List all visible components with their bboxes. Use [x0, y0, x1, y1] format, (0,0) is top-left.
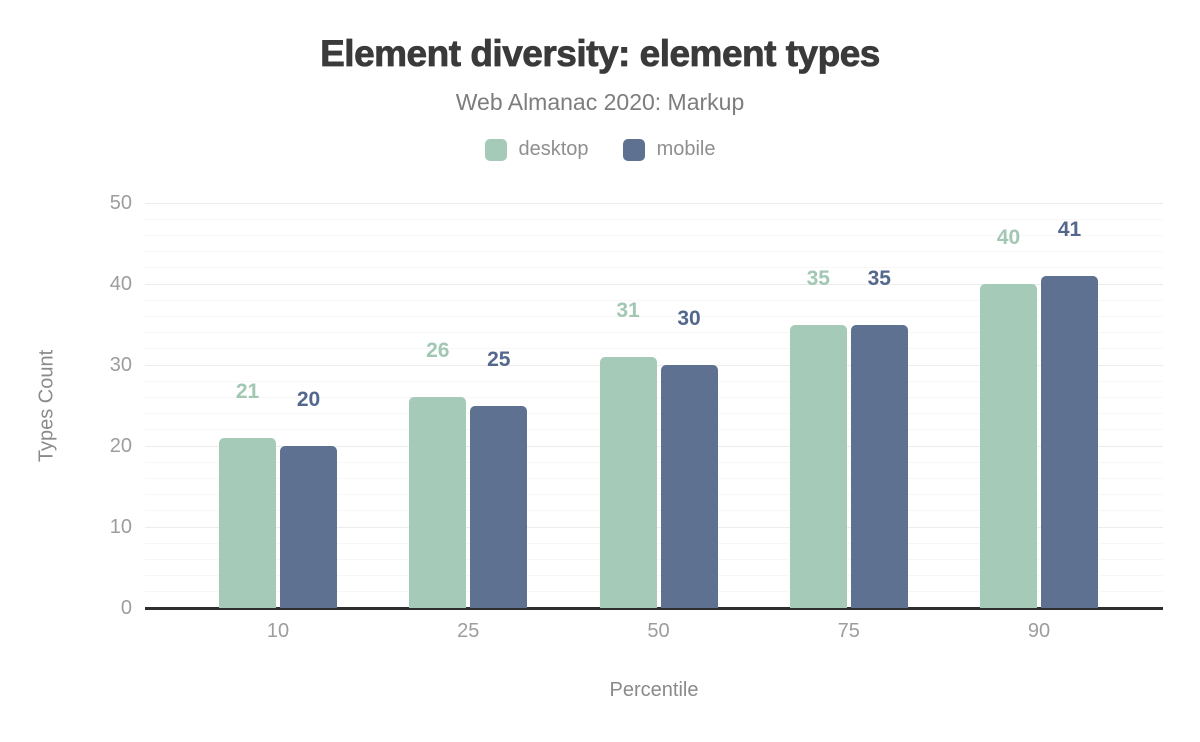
- bar-desktop-p10: [219, 437, 276, 608]
- gridline-minor: [145, 218, 1163, 220]
- chart-title: Element diversity: element types: [320, 33, 881, 75]
- legend-label-mobile: mobile: [656, 138, 716, 160]
- gridline-minor: [145, 267, 1163, 269]
- bar-mobile-p10: [280, 446, 337, 608]
- x-axis-line: [145, 607, 1163, 610]
- x-tick-label-25: 25: [457, 620, 480, 642]
- bar-value-label-desktop-p10: 21: [235, 379, 260, 403]
- x-tick-label-10: 10: [266, 620, 290, 642]
- y-tick-label: 30: [109, 354, 132, 376]
- bar-desktop-p50: [599, 356, 657, 608]
- bar-value-label-mobile-p10: 20: [296, 388, 321, 411]
- bar-value-label-desktop-p25: 26: [426, 339, 450, 363]
- x-tick-label-50: 50: [647, 620, 670, 642]
- bar-mobile-p50: [660, 365, 718, 608]
- bar-value-label-desktop-p90: 40: [996, 226, 1021, 249]
- bar-mobile-p75: [850, 324, 908, 608]
- bar-value-label-mobile-p25: 25: [487, 347, 511, 371]
- legend-item-mobile: mobile: [622, 138, 716, 161]
- x-tick-label-90: 90: [1027, 620, 1051, 642]
- x-tick-label-75: 75: [837, 620, 860, 642]
- bar-value-label-mobile-p75: 35: [867, 266, 891, 290]
- y-tick-label: 20: [109, 435, 132, 457]
- gridline-major: [145, 202, 1163, 204]
- legend-item-desktop: desktop: [484, 138, 589, 161]
- bar-value-label-desktop-p50: 31: [616, 298, 640, 322]
- y-axis-tick-labels: 0 10 20 30 40 50: [0, 192, 132, 619]
- bar-mobile-p25: [470, 405, 528, 608]
- x-axis-title: Percentile: [609, 679, 699, 701]
- desktop-swatch-icon: [484, 138, 507, 161]
- gridline-minor: [145, 299, 1163, 301]
- bar-mobile-p90: [1041, 275, 1098, 608]
- y-tick-label: 10: [109, 516, 132, 538]
- bar-value-label-desktop-p75: 35: [806, 266, 830, 290]
- bar-value-label-mobile-p50: 30: [677, 307, 701, 330]
- plot-area: 21 20 26 25 31 30 35 35 40 41: [145, 202, 1163, 610]
- bar-desktop-p75: [789, 324, 847, 608]
- gridline-minor: [145, 332, 1163, 334]
- gridline-minor: [145, 315, 1163, 317]
- bar-desktop-p25: [409, 397, 467, 608]
- bar-value-label-mobile-p90: 41: [1057, 217, 1082, 241]
- gridline-minor: [145, 348, 1163, 350]
- bar-desktop-p90: [980, 284, 1037, 608]
- legend-label-desktop: desktop: [518, 138, 589, 160]
- chart-subtitle: Web Almanac 2020: Markup: [455, 89, 745, 115]
- y-tick-label: 0: [120, 597, 132, 619]
- y-tick-label: 40: [109, 273, 132, 295]
- legend: desktop mobile: [0, 138, 1200, 161]
- y-tick-label: 50: [109, 192, 132, 214]
- gridline-minor: [145, 251, 1163, 253]
- gridline-minor: [145, 234, 1163, 236]
- mobile-swatch-icon: [622, 138, 645, 161]
- y-axis-title: Types Count: [35, 349, 58, 463]
- gridline-major: [145, 283, 1163, 285]
